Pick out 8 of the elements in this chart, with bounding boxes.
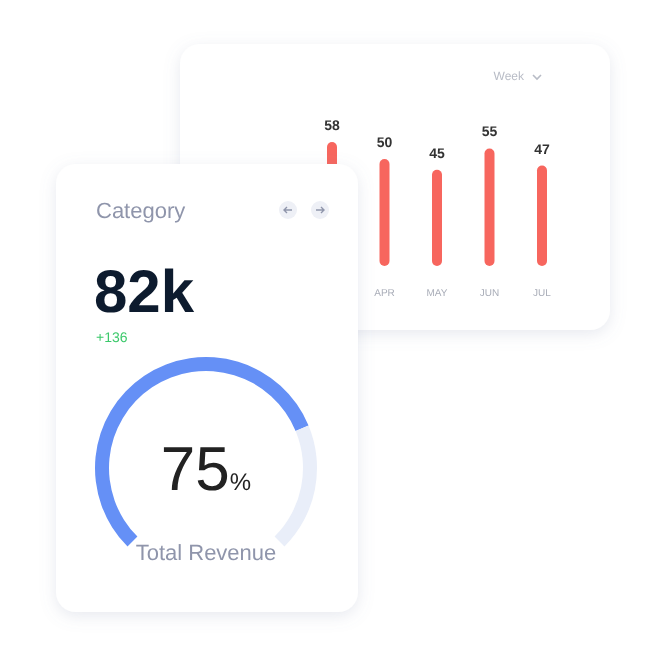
text: 82k	[94, 260, 195, 326]
bar	[379, 159, 390, 266]
chart-title: Category	[96, 200, 187, 224]
text: 75%	[160, 434, 252, 504]
bar	[484, 148, 495, 266]
bar	[537, 165, 547, 266]
text: Total Revenue	[135, 542, 277, 566]
bar	[432, 169, 442, 266]
